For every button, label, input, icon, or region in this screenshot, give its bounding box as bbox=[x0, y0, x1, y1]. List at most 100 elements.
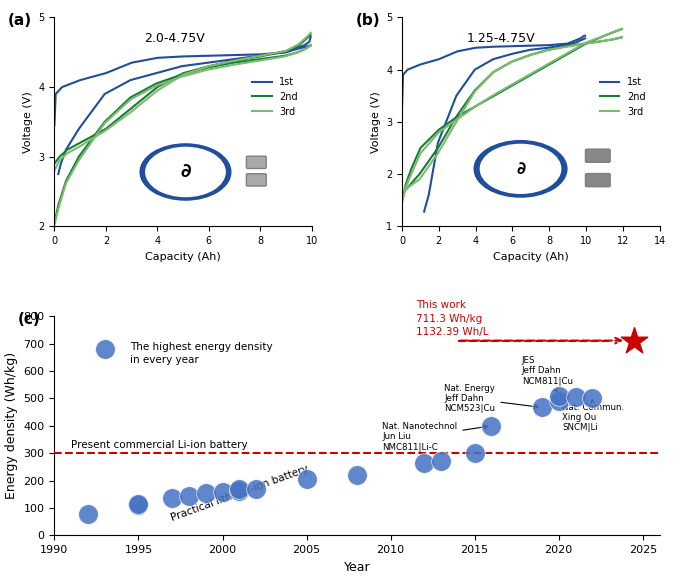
1st bbox=[403, 66, 411, 73]
Text: Practical lithium-ion battery: Practical lithium-ion battery bbox=[169, 463, 309, 523]
2nd bbox=[600, 32, 609, 39]
Y-axis label: Energy density (Wh/kg): Energy density (Wh/kg) bbox=[5, 352, 18, 499]
3rd bbox=[256, 52, 265, 59]
2nd bbox=[303, 35, 311, 42]
Point bbox=[537, 403, 547, 412]
X-axis label: Year: Year bbox=[343, 560, 371, 574]
2nd bbox=[205, 63, 213, 70]
1st bbox=[58, 84, 66, 91]
1st bbox=[153, 54, 161, 61]
Point bbox=[99, 345, 110, 354]
3rd bbox=[63, 150, 71, 157]
Text: (a): (a) bbox=[8, 13, 32, 29]
3rd bbox=[295, 40, 303, 47]
2nd bbox=[398, 197, 406, 204]
2nd bbox=[609, 29, 617, 36]
1st bbox=[490, 43, 498, 50]
3rd bbox=[282, 47, 290, 54]
1st bbox=[205, 52, 213, 59]
Point bbox=[436, 457, 447, 466]
1st bbox=[282, 49, 290, 56]
2nd bbox=[618, 26, 626, 33]
3rd bbox=[402, 184, 410, 191]
Line: 3rd: 3rd bbox=[402, 29, 622, 203]
2nd bbox=[128, 104, 136, 111]
1st bbox=[300, 42, 308, 49]
Point bbox=[469, 449, 480, 458]
X-axis label: Capacity (Ah): Capacity (Ah) bbox=[146, 251, 221, 261]
Point bbox=[629, 336, 640, 345]
1st bbox=[305, 38, 313, 45]
2nd bbox=[435, 126, 443, 133]
3rd bbox=[50, 167, 58, 174]
1st bbox=[509, 42, 517, 49]
Point bbox=[234, 485, 245, 494]
1st bbox=[564, 40, 572, 47]
Legend: 1st, 2nd, 3rd: 1st, 2nd, 3rd bbox=[248, 73, 302, 120]
3rd bbox=[231, 57, 239, 64]
2nd bbox=[453, 113, 461, 120]
Point bbox=[133, 499, 144, 509]
Point bbox=[301, 474, 312, 484]
Text: Present commercial Li-ion battery: Present commercial Li-ion battery bbox=[71, 441, 248, 450]
2nd bbox=[307, 31, 315, 38]
2nd bbox=[63, 146, 71, 153]
Line: 1st: 1st bbox=[402, 36, 585, 106]
1st bbox=[179, 53, 187, 60]
2nd bbox=[231, 57, 239, 64]
3rd bbox=[527, 70, 535, 77]
2nd bbox=[56, 153, 64, 160]
1st bbox=[399, 72, 407, 79]
3rd bbox=[179, 71, 187, 78]
2nd bbox=[179, 70, 187, 77]
Text: This work
711.3 Wh/kg
1132.39 Wh/L: This work 711.3 Wh/kg 1132.39 Wh/L bbox=[416, 300, 488, 337]
1st bbox=[307, 33, 315, 40]
Text: The highest energy density
in every year: The highest energy density in every year bbox=[130, 342, 273, 365]
3rd bbox=[545, 60, 554, 67]
Text: 2.0-4.75V: 2.0-4.75V bbox=[145, 32, 205, 45]
2nd bbox=[76, 139, 84, 146]
1st bbox=[527, 42, 535, 49]
2nd bbox=[402, 181, 410, 188]
2nd bbox=[416, 144, 424, 151]
2nd bbox=[527, 72, 535, 79]
3rd bbox=[153, 87, 161, 94]
3rd bbox=[582, 39, 590, 46]
Point bbox=[554, 396, 564, 406]
Line: 2nd: 2nd bbox=[402, 29, 622, 200]
Text: (c): (c) bbox=[18, 312, 41, 327]
3rd bbox=[102, 127, 110, 134]
Point bbox=[352, 470, 362, 480]
2nd bbox=[50, 160, 58, 167]
3rd bbox=[307, 29, 315, 36]
3rd bbox=[490, 91, 498, 98]
3rd bbox=[618, 26, 626, 33]
2nd bbox=[615, 27, 623, 34]
Point bbox=[184, 491, 194, 501]
3rd bbox=[398, 199, 406, 206]
1st bbox=[471, 44, 479, 51]
Y-axis label: Voltage (V): Voltage (V) bbox=[371, 91, 381, 152]
1st bbox=[577, 35, 585, 42]
3rd bbox=[600, 32, 609, 39]
Point bbox=[419, 459, 430, 468]
3rd bbox=[56, 157, 64, 164]
Line: 1st: 1st bbox=[54, 37, 311, 125]
1st bbox=[76, 77, 84, 84]
Text: (b): (b) bbox=[356, 13, 380, 29]
1st bbox=[50, 122, 58, 129]
1st bbox=[581, 32, 589, 39]
Point bbox=[587, 394, 598, 403]
Text: JES
Jeff Dahn
NCM811|Cu: JES Jeff Dahn NCM811|Cu bbox=[522, 356, 573, 392]
Text: 1.25-4.75V: 1.25-4.75V bbox=[466, 32, 535, 45]
2nd bbox=[407, 165, 415, 172]
2nd bbox=[509, 82, 517, 89]
1st bbox=[416, 61, 424, 68]
Point bbox=[251, 484, 262, 494]
2nd bbox=[153, 84, 161, 91]
3rd bbox=[471, 102, 479, 109]
Point bbox=[486, 421, 497, 431]
2nd bbox=[582, 40, 590, 47]
1st bbox=[231, 52, 239, 59]
1st bbox=[453, 48, 461, 55]
